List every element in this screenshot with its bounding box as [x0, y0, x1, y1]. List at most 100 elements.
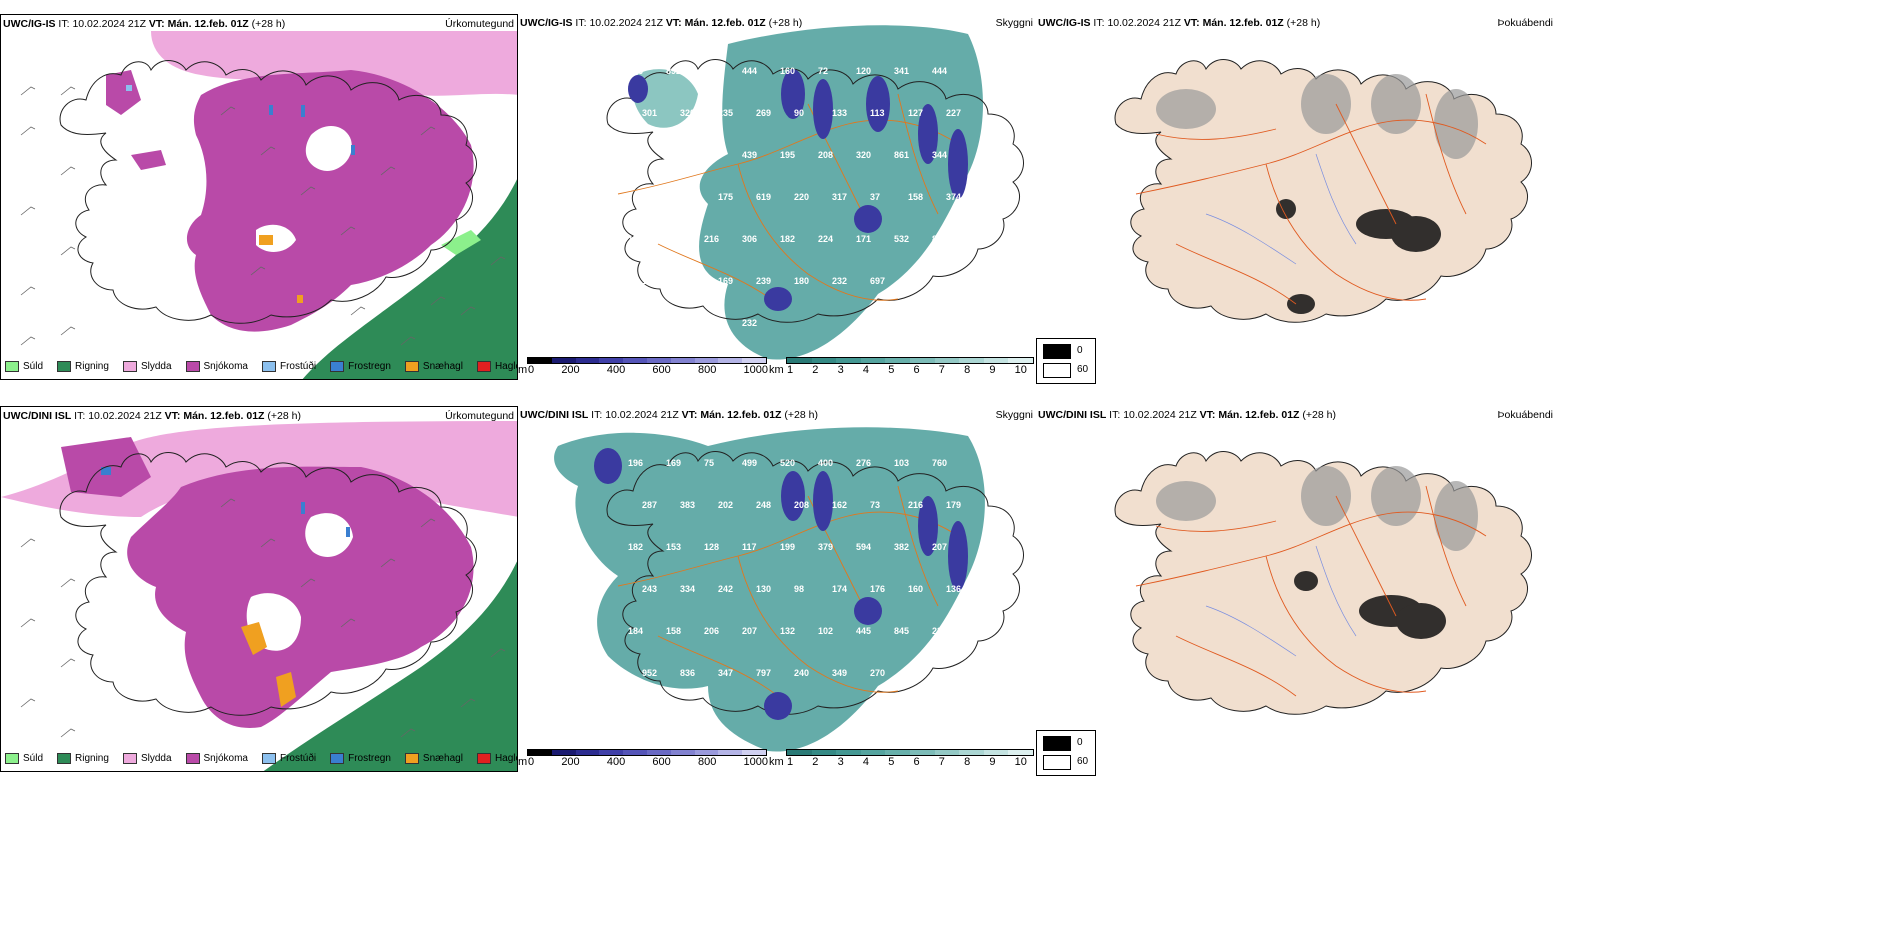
- legend-swatch: [476, 361, 491, 372]
- cloud-base-label: 400: [818, 458, 833, 468]
- cloud-base-label: 224: [818, 234, 833, 244]
- legend-swatch: [261, 753, 276, 764]
- cloud-base-label: 136: [946, 584, 961, 594]
- cloud-map-dini: 196 169 75 499 520 400 276 103 760 287 383 202 248 20…: [554, 427, 1025, 752]
- cloud-base-label: 182: [628, 542, 643, 552]
- cloud-base-label: 120: [856, 66, 871, 76]
- fog-legend: 0 60: [1036, 730, 1096, 776]
- cloud-title-dini: UWC/DINI ISL IT: 10.02.2024 21Z VT: Mán.…: [520, 409, 818, 421]
- fog-legend: 0 60: [1036, 338, 1096, 384]
- cloud-base-label: 195: [628, 234, 643, 244]
- cloud-base-label: 207: [932, 542, 947, 552]
- cloud-base-label: 37: [870, 192, 880, 202]
- cloud-base-label: 218: [704, 66, 719, 76]
- cloud-base-label: 75: [704, 458, 714, 468]
- cloud-base-label: 133: [832, 108, 847, 118]
- cloud-base-label: 374: [946, 192, 961, 202]
- cloud-base-label: 499: [742, 458, 757, 468]
- cloudbase-colorbar: [527, 357, 767, 364]
- cloud-base-label: 102: [818, 626, 833, 636]
- cloud-base-label: 98: [794, 584, 804, 594]
- legend-swatch: [185, 753, 200, 764]
- legend-item: Snjókoma: [185, 753, 248, 764]
- cloud-base-label: 127: [908, 108, 923, 118]
- cloud-base-label: 227: [946, 108, 961, 118]
- cloud-base-label: 208: [818, 150, 833, 160]
- cloud-base-label: 196: [628, 458, 643, 468]
- precip-panel-dini: UWC/DINI ISL IT: 10.02.2024 21Z VT: Mán.…: [0, 406, 518, 772]
- cloud-base-label: 248: [756, 500, 771, 510]
- legend-swatch: [122, 753, 137, 764]
- legend-item: Haglél: [476, 753, 517, 764]
- visibility-ticks: 1 2 3 4 5 6 7 8 9 10: [787, 756, 1027, 768]
- cloud-panel-igis: 606 892 218 444 160 72 120 341 444 301 320 235 269 90…: [518, 14, 1036, 380]
- cloud-base-label: 90: [794, 108, 804, 118]
- cloudbase-ticks: 0 200 400 600 800 1000: [528, 756, 768, 768]
- cloud-base-label: 861: [894, 150, 909, 160]
- legend-item: Snæhagl: [404, 753, 463, 764]
- visibility-unit: km: [769, 756, 784, 768]
- fog-swatch-low: [1043, 755, 1071, 770]
- cloud-base-label: 444: [932, 66, 947, 76]
- precip-map-dini: [1, 407, 517, 771]
- cloud-base-label: 320: [856, 150, 871, 160]
- precip-legend: Súld Rigning Slydda Snjókoma Frostúði Fr…: [5, 361, 517, 372]
- cloud-base-label: 171: [856, 234, 871, 244]
- cloud-base-label: 439: [742, 150, 757, 160]
- fog-panel-igis: UWC/IG-IS IT: 10.02.2024 21Z VT: Mán. 12…: [1036, 14, 1556, 338]
- precip-title-igis: UWC/IG-IS IT: 10.02.2024 21Z VT: Mán. 12…: [3, 18, 286, 30]
- cloud-base-label: 240: [794, 668, 809, 678]
- fog-panel-dini: UWC/DINI ISL IT: 10.02.2024 21Z VT: Mán.…: [1036, 406, 1556, 730]
- cloud-base-label: 170: [680, 276, 695, 286]
- cloud-base-label: 72: [818, 66, 828, 76]
- cloud-base-label: 103: [894, 458, 909, 468]
- cloud-base-label: 207: [742, 626, 757, 636]
- cloud-base-label: 184: [628, 626, 643, 636]
- precip-panel-igis: UWC/IG-IS IT: 10.02.2024 21Z VT: Mán. 12…: [0, 14, 518, 380]
- cloud-base-label: 169: [718, 276, 733, 286]
- cloud-base-label: 243: [642, 584, 657, 594]
- cloudbase-unit: m: [518, 364, 528, 376]
- legend-swatch: [57, 753, 72, 764]
- visibility-unit: km: [769, 364, 784, 376]
- visibility-label: Skyggni: [995, 17, 1033, 29]
- cloud-base-label: 174: [832, 584, 847, 594]
- cloud-labels: 606 892 218 444 160 72 120 341 444 301 320 235 269 90…: [628, 66, 961, 328]
- cloud-base-label: 153: [666, 542, 681, 552]
- visibility-colorbar: [786, 357, 1034, 364]
- cloud-base-label: 180: [794, 276, 809, 286]
- legend-item: Slydda: [122, 361, 172, 372]
- cloud-base-label: 158: [908, 192, 923, 202]
- cloud-base-label: 760: [932, 458, 947, 468]
- cloud-base-label: 112: [680, 192, 695, 202]
- fog-title-igis: UWC/IG-IS IT: 10.02.2024 21Z VT: Mán. 12…: [1038, 17, 1321, 29]
- cloud-base-label: 195: [780, 150, 795, 160]
- legend-swatch: [122, 361, 137, 372]
- cloud-base-label: 445: [856, 626, 871, 636]
- precip-type-label: Úrkomutegund: [445, 410, 514, 422]
- cloud-base-label: 232: [832, 276, 847, 286]
- fog-swatch-low: [1043, 363, 1071, 378]
- cloud-base-label: 199: [780, 542, 795, 552]
- cloud-base-label: 117: [742, 542, 757, 552]
- cloud-panel-dini: 196 169 75 499 520 400 276 103 760 287 383 202 248 20…: [518, 406, 1036, 772]
- cloud-base-label: 160: [780, 66, 795, 76]
- legend-item: Frostúði: [261, 753, 316, 764]
- cloud-base-label: 334: [680, 584, 695, 594]
- cloud-base-label: 130: [756, 584, 771, 594]
- cloud-base-label: 892: [666, 66, 681, 76]
- cloud-base-label: 175: [718, 192, 733, 202]
- legend-item: Slydda: [122, 753, 172, 764]
- cloud-base-label: 156: [642, 276, 657, 286]
- cloud-base-label: 128: [704, 542, 719, 552]
- cloud-base-label: 797: [756, 668, 771, 678]
- cloud-base-label: 220: [794, 192, 809, 202]
- legend-item: Frostregn: [330, 361, 391, 372]
- cloudbase-colorbar: [527, 749, 767, 756]
- legend-swatch: [5, 753, 19, 764]
- precip-legend: Súld Rigning Slydda Snjókoma Frostúði Fr…: [5, 753, 517, 764]
- cloud-labels: 196 169 75 499 520 400 276 103 760 287 383 202 248 20…: [628, 458, 961, 678]
- cloud-base-label: 347: [718, 668, 733, 678]
- cloud-base-label: 952: [642, 668, 657, 678]
- legend-swatch: [5, 361, 19, 372]
